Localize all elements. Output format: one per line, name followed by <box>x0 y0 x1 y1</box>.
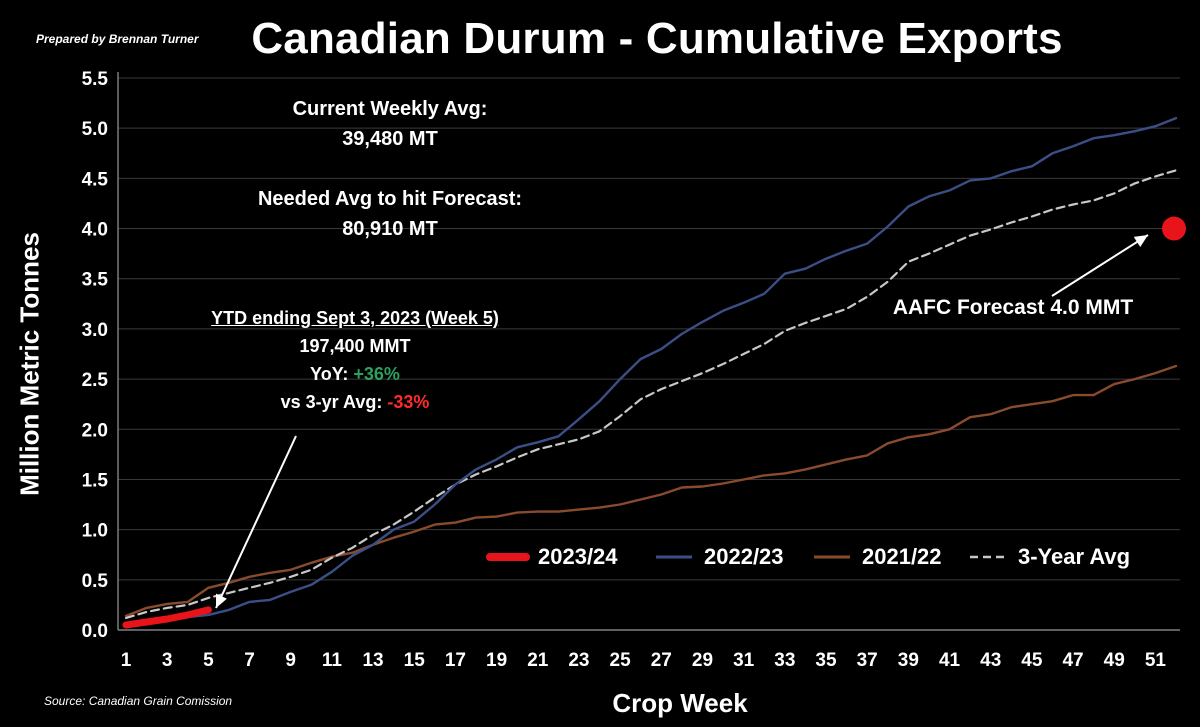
ytd-annotation: YTD ending Sept 3, 2023 (Week 5) 197,400… <box>160 304 550 416</box>
x-tick-5: 5 <box>203 650 214 671</box>
weekly-avg-annotation: Current Weekly Avg: 39,480 MT Needed Avg… <box>220 94 560 244</box>
ytd-avg-label: vs 3-yr Avg: <box>280 392 388 412</box>
legend-label-3yr-avg: 3-Year Avg <box>1018 544 1131 569</box>
y-tick-4.0: 4.0 <box>82 220 108 241</box>
y-tick-0.5: 0.5 <box>82 571 109 592</box>
forecast-arrow-head <box>1133 235 1148 248</box>
chart-title: Canadian Durum - Cumulative Exports <box>251 14 1063 63</box>
x-tick-47: 47 <box>1062 650 1083 671</box>
y-tick-3.0: 3.0 <box>82 320 108 341</box>
forecast-point <box>1162 216 1186 241</box>
y-axis-label: Million Metric Tonnes <box>14 232 45 496</box>
legend-item-2021-22: 2021/22 <box>810 544 942 570</box>
source-text: Source: Canadian Grain Comission <box>44 694 233 708</box>
x-tick-7: 7 <box>244 650 255 671</box>
x-tick-labels: 1 3 5 7 9 11 13 15 17 19 21 23 25 27 29 31 33 35 37 39 41 43 4… <box>121 650 1167 671</box>
x-tick-29: 29 <box>692 650 713 671</box>
legend-item-2022-23: 2022/23 <box>652 544 784 570</box>
legend-item-3yr-avg: 3-Year Avg <box>966 544 1130 570</box>
y-tick-2.5: 2.5 <box>82 370 109 391</box>
x-tick-33: 33 <box>774 650 795 671</box>
x-tick-43: 43 <box>980 650 1001 671</box>
weekly-avg-value: 39,480 MT <box>342 128 438 150</box>
x-tick-11: 11 <box>322 650 343 671</box>
axes <box>117 72 1180 631</box>
x-tick-1: 1 <box>121 650 132 671</box>
forecast-label: AAFC Forecast 4.0 MMT <box>892 296 1134 319</box>
ytd-yoy: YoY: +36% <box>160 360 550 388</box>
y-tick-2.0: 2.0 <box>82 420 108 441</box>
x-tick-13: 13 <box>362 650 383 671</box>
series-line-2021-22 <box>124 364 1178 618</box>
x-tick-3: 3 <box>162 650 173 671</box>
y-tick-4.5: 4.5 <box>82 169 109 190</box>
ytd-total: 197,400 MMT <box>299 336 411 356</box>
x-tick-37: 37 <box>857 650 878 671</box>
x-tick-49: 49 <box>1104 650 1125 671</box>
x-tick-25: 25 <box>610 650 632 671</box>
x-tick-31: 31 <box>733 650 755 671</box>
legend-swatch-2022-23 <box>656 555 692 559</box>
x-tick-35: 35 <box>815 650 837 671</box>
x-tick-19: 19 <box>486 650 507 671</box>
x-axis-label: Crop Week <box>612 688 748 718</box>
ytd-avg: vs 3-yr Avg: -33% <box>160 388 550 416</box>
credit-text: Prepared by Brennan Turner <box>36 32 199 46</box>
x-tick-45: 45 <box>1021 650 1043 671</box>
ytd-yoy-label: YoY: <box>310 364 354 384</box>
x-tick-15: 15 <box>404 650 426 671</box>
x-tick-39: 39 <box>898 650 919 671</box>
ytd-avg-value: -33% <box>387 392 430 412</box>
x-tick-27: 27 <box>651 650 672 671</box>
legend-label-2022-23: 2022/23 <box>704 544 784 569</box>
series-line-3-year-avg <box>124 169 1178 620</box>
y-tick-5.5: 5.5 <box>82 69 109 90</box>
forecast-marker <box>1162 216 1186 241</box>
legend-label-2023-24: 2023/24 <box>538 544 618 569</box>
series-line-2023-24 <box>122 606 212 629</box>
y-tick-0.0: 0.0 <box>82 621 108 642</box>
legend-item-2023-24: 2023/24 <box>486 544 618 570</box>
gridlines <box>118 77 1180 581</box>
legend-swatch-2023-24 <box>486 553 530 561</box>
x-tick-21: 21 <box>527 650 549 671</box>
series-lines <box>122 116 1178 629</box>
y-tick-5.0: 5.0 <box>82 119 108 140</box>
legend-swatch-3yr-avg <box>970 555 1006 559</box>
forecast-arrow-shaft <box>1051 234 1149 297</box>
series-line-2022-23 <box>124 116 1178 629</box>
ytd-heading: YTD ending Sept 3, 2023 (Week 5) <box>211 308 499 328</box>
annotation-arrows <box>215 234 1149 609</box>
x-tick-51: 51 <box>1145 650 1167 671</box>
y-tick-labels: 0.0 0.5 1.0 1.5 2.0 2.5 3.0 3.5 4.0 4.5 5.0 5.5 <box>82 69 109 642</box>
x-tick-23: 23 <box>568 650 589 671</box>
ytd-yoy-value: +36% <box>353 364 400 384</box>
legend: 2023/24 2022/23 2021/22 3-Year Avg <box>480 544 1140 574</box>
y-tick-1.0: 1.0 <box>82 521 108 542</box>
ytd-arrow-head <box>216 593 227 608</box>
needed-avg-label: Needed Avg to hit Forecast: <box>257 188 523 210</box>
x-tick-17: 17 <box>445 650 466 671</box>
y-tick-3.5: 3.5 <box>82 270 109 291</box>
weekly-avg-label: Current Weekly Avg: <box>292 98 488 120</box>
ytd-arrow-shaft <box>215 435 297 609</box>
y-tick-1.5: 1.5 <box>82 470 109 491</box>
legend-swatch-2021-22 <box>814 555 850 559</box>
legend-label-2021-22: 2021/22 <box>862 544 942 569</box>
x-tick-41: 41 <box>939 650 961 671</box>
x-tick-9: 9 <box>285 650 296 671</box>
needed-avg-value: 80,910 MT <box>342 218 438 240</box>
